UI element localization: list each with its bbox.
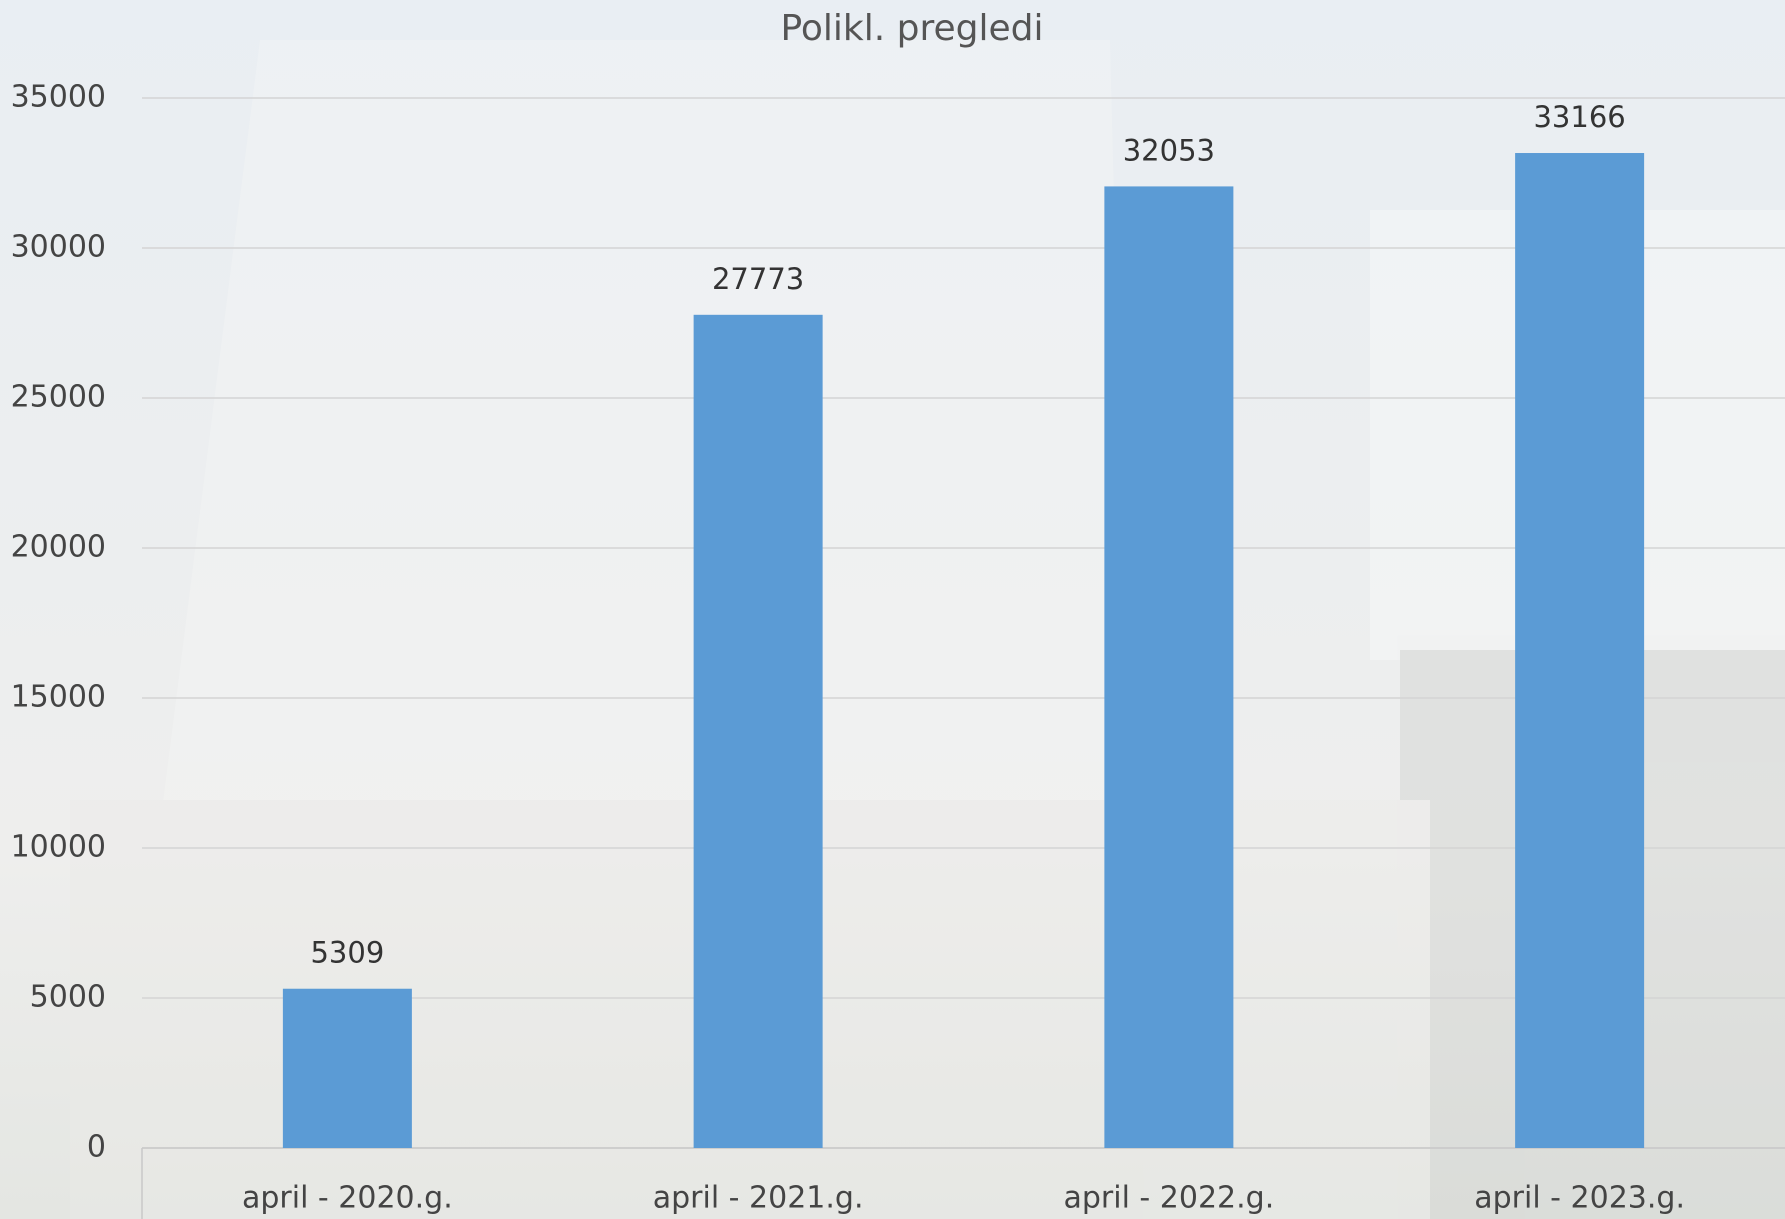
y-tick-label: 35000	[11, 80, 106, 115]
y-tick-label: 10000	[11, 830, 106, 865]
bar	[1515, 153, 1644, 1148]
value-label: 5309	[310, 936, 384, 970]
bar	[1104, 186, 1233, 1148]
value-label: 32053	[1123, 133, 1215, 167]
y-tick-label: 30000	[11, 230, 106, 265]
value-label: 27773	[712, 262, 804, 296]
x-tick-label: april - 2020.g.	[242, 1181, 453, 1216]
x-tick-label: april - 2022.g.	[1063, 1181, 1274, 1216]
bar	[283, 989, 412, 1148]
y-tick-label: 20000	[11, 530, 106, 565]
y-tick-label: 25000	[11, 380, 106, 415]
x-tick-label: april - 2023.g.	[1474, 1181, 1685, 1216]
y-tick-label: 15000	[11, 680, 106, 715]
y-tick-label: 0	[87, 1130, 106, 1165]
y-tick-label: 5000	[30, 980, 106, 1015]
chart-title: Polikl. pregledi	[780, 8, 1043, 49]
chart: Polikl. pregledi 0 5000 10000 15000 20000 250…	[0, 0, 1785, 1219]
bar	[694, 315, 823, 1148]
x-tick-label: april - 2021.g.	[653, 1181, 864, 1216]
value-label: 33166	[1533, 100, 1625, 134]
